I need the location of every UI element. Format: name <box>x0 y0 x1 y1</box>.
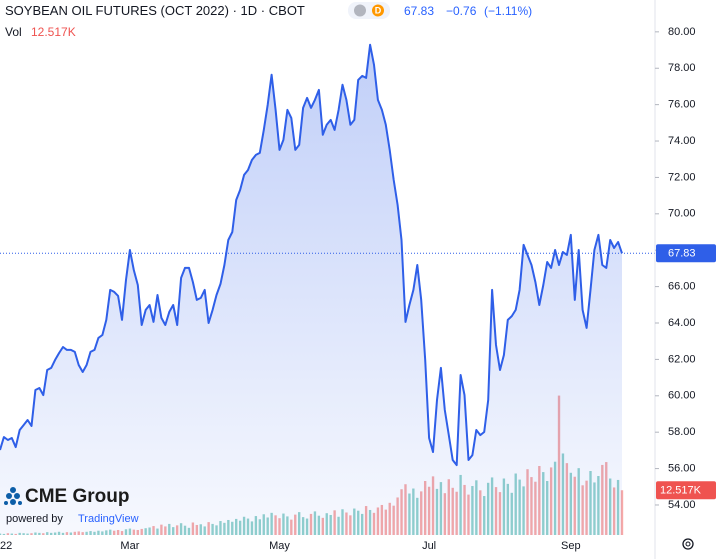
y-tick-label: 58.00 <box>668 426 696 438</box>
settings-icon[interactable] <box>682 538 694 550</box>
y-tick-label: 78.00 <box>668 62 696 74</box>
powered-by: powered by <box>6 513 63 525</box>
badge-text: D <box>375 5 382 15</box>
x-tick-label: 22 <box>0 540 12 552</box>
y-tick-label: 64.00 <box>668 317 696 329</box>
logo <box>4 487 22 505</box>
platform[interactable]: TradingView <box>78 513 139 525</box>
y-tick-label: 76.00 <box>668 99 696 111</box>
y-tick-label: 66.00 <box>668 281 696 293</box>
volume-tag-text: 12.517K <box>660 485 702 497</box>
vol-label: Vol <box>5 25 22 39</box>
price-axis <box>655 0 718 559</box>
brand-name: CME Group <box>25 486 130 507</box>
price-tag-text: 67.83 <box>668 248 696 260</box>
y-tick-label: 70.00 <box>668 208 696 220</box>
y-tick-label: 60.00 <box>668 390 696 402</box>
y-tick-label: 72.00 <box>668 171 696 183</box>
x-tick-label: Jul <box>422 540 436 552</box>
y-tick-label: 62.00 <box>668 353 696 365</box>
change-pct: (−1.11%) <box>484 4 532 18</box>
price-line <box>0 43 623 467</box>
last-price: 67.83 <box>404 4 434 18</box>
title: SOYBEAN OIL FUTURES (OCT 2022) · 1D · CB… <box>5 3 305 18</box>
volume-tag <box>656 481 716 500</box>
badge <box>372 4 384 17</box>
x-tick-label: May <box>269 540 290 552</box>
status-dot <box>354 4 366 17</box>
price-tag <box>656 244 716 263</box>
y-tick-label: 56.00 <box>668 462 696 474</box>
y-tick-label: 80.00 <box>668 26 696 38</box>
y-tick-label: 74.00 <box>668 135 696 147</box>
change: −0.76 <box>446 4 477 18</box>
x-tick-label: Sep <box>561 540 581 552</box>
area <box>0 44 622 536</box>
vol-value: 12.517K <box>31 25 76 39</box>
y-tick-label: 54.00 <box>668 499 696 511</box>
x-tick-label: Mar <box>120 540 139 552</box>
